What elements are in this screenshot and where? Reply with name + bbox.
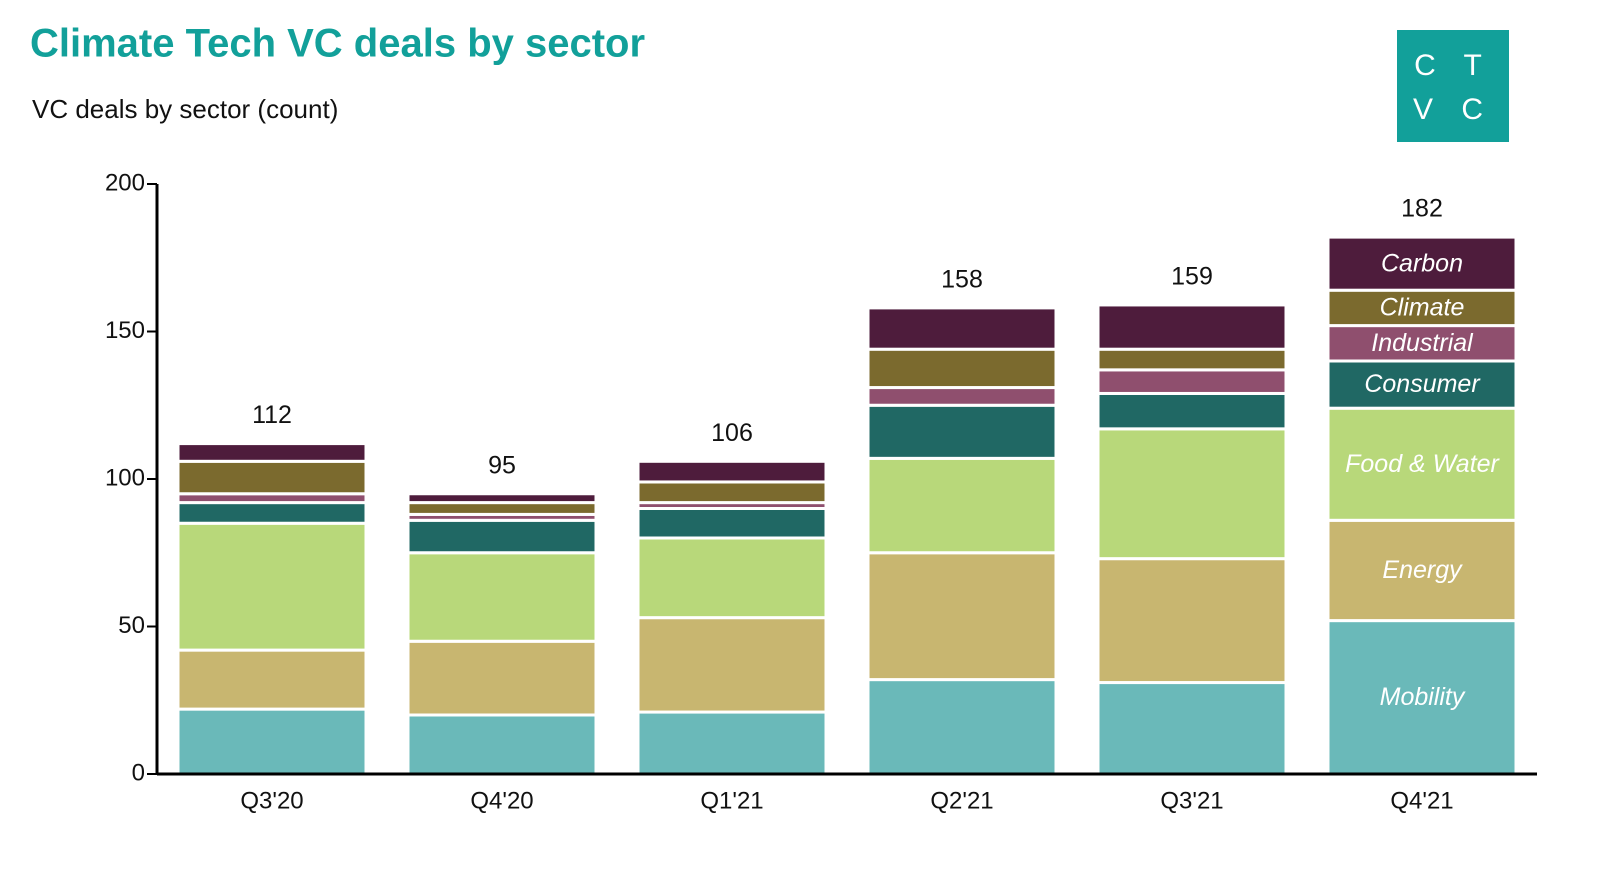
logo-text: V C — [1413, 93, 1493, 126]
bar-segment — [636, 459, 828, 484]
total-label: 95 — [488, 451, 516, 479]
total-label: 106 — [711, 419, 753, 447]
bar-segment — [1096, 391, 1288, 431]
bar-segment — [636, 710, 828, 776]
chart-title: Climate Tech VC deals by sector — [30, 22, 645, 66]
y-tick-label: 100 — [105, 464, 145, 491]
bar-segment — [866, 403, 1058, 460]
x-tick-label: Q3'21 — [1160, 787, 1223, 814]
x-tick-label: Q4'21 — [1390, 787, 1453, 814]
total-label: 182 — [1401, 195, 1443, 223]
logo-text: C T — [1414, 49, 1492, 82]
segment-label: Mobility — [1380, 683, 1466, 711]
bar-segment — [1326, 619, 1518, 776]
bar-segment — [1326, 406, 1518, 522]
bar-segment — [1096, 368, 1288, 395]
bar-segment — [866, 306, 1058, 351]
chart-subtitle: VC deals by sector (count) — [32, 94, 338, 124]
bar-segment — [1326, 518, 1518, 623]
total-label: 158 — [941, 266, 983, 294]
bar-segment — [176, 648, 368, 711]
total-label: 112 — [252, 401, 292, 429]
bar-segment — [636, 616, 828, 714]
bar-segment — [636, 480, 828, 505]
bar-segment — [406, 518, 598, 555]
x-tick-label: Q4'20 — [470, 787, 533, 814]
bar-segment — [406, 551, 598, 643]
bar-segment — [176, 501, 368, 525]
bar-segment — [1326, 324, 1518, 363]
bar-segment — [176, 442, 368, 463]
segment-label: Energy — [1382, 556, 1463, 584]
bar-segment — [406, 639, 598, 717]
y-tick-label: 50 — [118, 612, 145, 639]
segment-label: Consumer — [1364, 370, 1481, 398]
bar-segment — [636, 507, 828, 540]
y-tick-label: 200 — [105, 169, 145, 196]
bar-segment — [1096, 303, 1288, 351]
bar-segment — [176, 521, 368, 652]
bar-segment — [1326, 235, 1518, 292]
logo — [1397, 30, 1509, 142]
bar-segment — [866, 551, 1058, 682]
bar-segment — [866, 386, 1058, 407]
x-tick-label: Q3'20 — [240, 787, 303, 814]
bar-segment — [1096, 557, 1288, 685]
bar-segment — [406, 492, 598, 505]
bar-segment — [866, 678, 1058, 776]
segment-label: Food & Water — [1345, 450, 1500, 478]
bar-segment — [176, 459, 368, 496]
x-tick-label: Q2'21 — [930, 787, 993, 814]
bar-segment — [1096, 347, 1288, 372]
bar-segment — [176, 707, 368, 776]
bar-segment — [406, 501, 598, 516]
bar-segment — [406, 713, 598, 776]
bar-segment — [866, 456, 1058, 555]
bar-segment — [636, 536, 828, 620]
y-tick-label: 0 — [132, 759, 145, 786]
bar-segment — [866, 347, 1058, 390]
bar-segment — [1096, 681, 1288, 776]
bar-segment — [1326, 288, 1518, 328]
segment-label: Carbon — [1381, 249, 1463, 277]
bar-segment — [1326, 359, 1518, 410]
total-label: 159 — [1171, 263, 1213, 291]
segment-label: Industrial — [1371, 329, 1474, 357]
x-tick-label: Q1'21 — [700, 787, 763, 814]
segment-label: Climate — [1380, 294, 1465, 322]
bar-segment — [1096, 427, 1288, 561]
y-tick-label: 150 — [105, 317, 145, 344]
